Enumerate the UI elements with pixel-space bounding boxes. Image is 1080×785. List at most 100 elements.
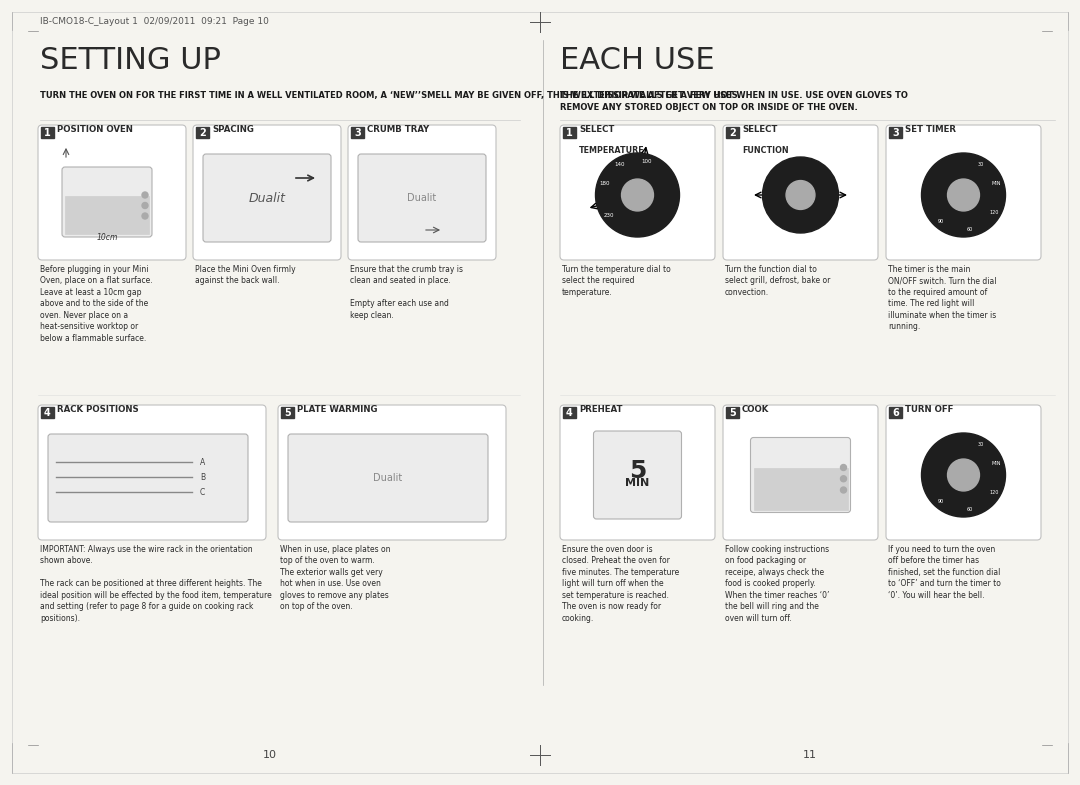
Bar [889,127,902,138]
Circle shape [595,153,679,237]
Text: IMPORTANT: Always use the wire rack in the orientation
shown above.

The rack ca: IMPORTANT: Always use the wire rack in t… [40,545,272,623]
Circle shape [622,179,653,211]
Bar [563,127,576,138]
Text: Ensure the oven door is
closed. Preheat the oven for
five minutes. The temperatu: Ensure the oven door is closed. Preheat … [562,545,679,623]
Text: 5: 5 [729,407,735,418]
Circle shape [921,433,1005,517]
Circle shape [762,157,838,233]
Text: The timer is the main
ON/OFF switch. Turn the dial
to the required amount of
tim: The timer is the main ON/OFF switch. Tur… [888,265,997,331]
Text: 4: 4 [44,407,51,418]
Text: 5: 5 [629,459,646,483]
Circle shape [947,179,980,211]
Text: 60: 60 [967,507,973,512]
Text: 60: 60 [967,227,973,232]
Text: 4: 4 [566,407,572,418]
Bar [65,195,149,234]
Bar [195,127,210,138]
Text: When in use, place plates on
top of the oven to warm.
The exterior walls get ver: When in use, place plates on top of the … [280,545,391,612]
FancyBboxPatch shape [723,125,878,260]
Text: EACH USE: EACH USE [561,46,715,75]
Circle shape [786,181,815,210]
FancyBboxPatch shape [193,125,341,260]
Text: IB-CMO18-C_Layout 1  02/09/2011  09:21  Page 10: IB-CMO18-C_Layout 1 02/09/2011 09:21 Pag… [40,17,269,27]
Text: COOK: COOK [742,406,769,414]
Text: FUNCTION: FUNCTION [742,146,788,155]
Text: 1: 1 [44,127,51,137]
Text: Turn the function dial to
select grill, defrost, bake or
convection.: Turn the function dial to select grill, … [725,265,831,297]
Text: 2: 2 [199,127,206,137]
Text: MIN: MIN [991,181,1001,185]
Bar [41,127,54,138]
Text: Dualit: Dualit [374,473,403,483]
FancyBboxPatch shape [38,405,266,540]
Text: Place the Mini Oven firmly
against the back wall.: Place the Mini Oven firmly against the b… [195,265,296,286]
FancyBboxPatch shape [723,405,878,540]
Text: SETTING UP: SETTING UP [40,46,221,75]
Text: TURN OFF: TURN OFF [905,406,954,414]
Text: Dualit: Dualit [248,192,285,205]
Text: TEMPERATURE: TEMPERATURE [579,146,645,155]
Text: 3: 3 [354,127,361,137]
Text: POSITION OVEN: POSITION OVEN [57,126,133,134]
Circle shape [141,213,148,219]
Circle shape [141,192,148,198]
Text: MIN: MIN [625,478,650,488]
FancyBboxPatch shape [288,434,488,522]
Text: THE EXTERIOR WALLS GET VERY HOT WHEN IN USE. USE OVEN GLOVES TO
REMOVE ANY STORE: THE EXTERIOR WALLS GET VERY HOT WHEN IN … [561,91,908,111]
Text: 5: 5 [284,407,291,418]
Text: 140: 140 [615,162,625,167]
FancyBboxPatch shape [561,405,715,540]
FancyBboxPatch shape [38,125,186,260]
Text: 100: 100 [642,159,652,164]
FancyBboxPatch shape [62,167,152,237]
Text: TURN THE OVEN ON FOR THE FIRST TIME IN A WELL VENTILATED ROOM, A ‘NEW’’SMELL MAY: TURN THE OVEN ON FOR THE FIRST TIME IN A… [40,91,741,100]
Bar [726,127,739,138]
Circle shape [840,476,847,482]
Circle shape [840,487,847,493]
Text: 10cm: 10cm [96,233,118,242]
Text: 180: 180 [599,181,610,185]
Text: 3: 3 [892,127,899,137]
Bar [889,407,902,418]
Text: 90: 90 [937,219,944,225]
Text: B: B [200,473,205,482]
Text: 90: 90 [937,499,944,504]
Bar [726,407,739,418]
FancyBboxPatch shape [348,125,496,260]
FancyBboxPatch shape [886,405,1041,540]
FancyBboxPatch shape [203,154,330,242]
Bar [41,407,54,418]
Text: Turn the temperature dial to
select the required
temperature.: Turn the temperature dial to select the … [562,265,671,297]
Text: RACK POSITIONS: RACK POSITIONS [57,406,138,414]
Bar [563,407,576,418]
Text: Dualit: Dualit [407,193,436,203]
Text: Follow cooking instructions
on food packaging or
receipe, always check the
food : Follow cooking instructions on food pack… [725,545,829,623]
Text: If you need to turn the oven
off before the timer has
finished, set the function: If you need to turn the oven off before … [888,545,1001,600]
Text: 230: 230 [604,213,615,217]
Text: SELECT: SELECT [742,126,778,134]
Circle shape [141,203,148,209]
FancyBboxPatch shape [48,434,248,522]
Text: 120: 120 [989,210,999,215]
Text: Ensure that the crumb tray is
clean and seated in place.

Empty after each use a: Ensure that the crumb tray is clean and … [350,265,463,319]
FancyBboxPatch shape [357,154,486,242]
Text: 10: 10 [264,750,276,760]
Text: 11: 11 [804,750,816,760]
Circle shape [921,153,1005,237]
Text: 2: 2 [729,127,735,137]
Text: 30: 30 [977,162,984,167]
FancyBboxPatch shape [886,125,1041,260]
Text: PLATE WARMING: PLATE WARMING [297,406,378,414]
Text: 120: 120 [989,490,999,495]
FancyBboxPatch shape [278,405,507,540]
Text: SELECT: SELECT [579,126,615,134]
Text: Before plugging in your Mini
Oven, place on a flat surface.
Leave at least a 10c: Before plugging in your Mini Oven, place… [40,265,152,343]
Text: 6: 6 [892,407,899,418]
Bar [754,468,848,509]
Text: A: A [200,458,205,466]
Text: SPACING: SPACING [212,126,254,134]
Bar [281,407,294,418]
Text: CRUMB TRAY: CRUMB TRAY [367,126,429,134]
Text: PREHEAT: PREHEAT [579,406,622,414]
Text: 1: 1 [566,127,572,137]
